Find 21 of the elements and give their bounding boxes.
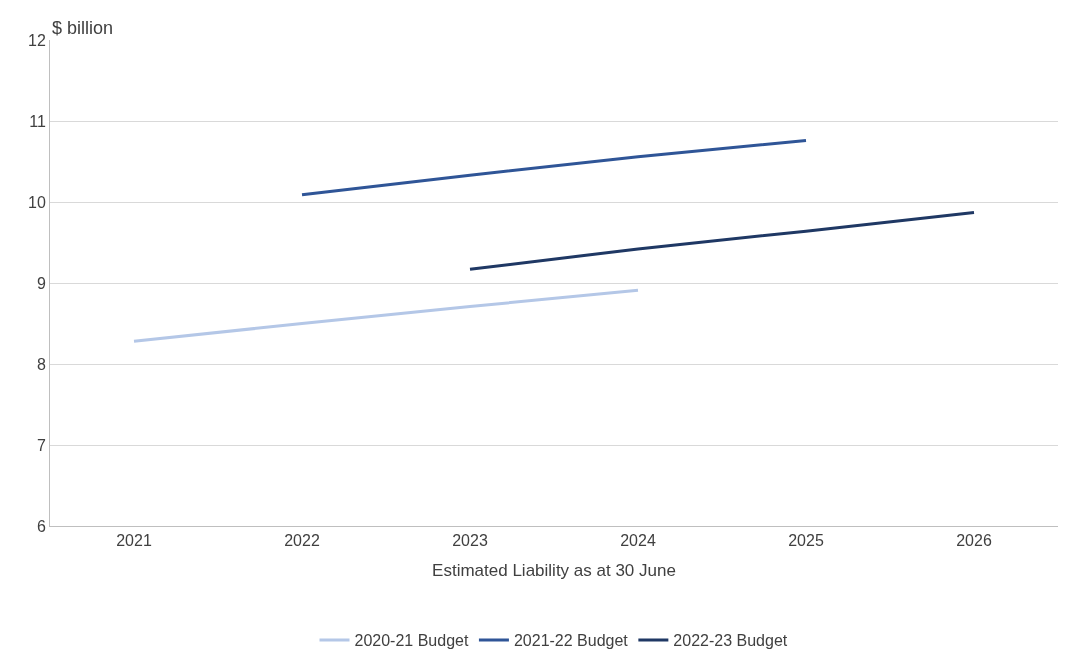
y-axis-title: $ billion: [52, 18, 114, 38]
legend-label: 2022-23 Budget: [673, 632, 788, 650]
x-tick-label: 2025: [788, 532, 824, 550]
line-series: [300, 138, 808, 197]
line-series: [468, 211, 976, 271]
line-series: [132, 288, 640, 343]
x-axis-title: Estimated Liability as at 30 June: [432, 560, 676, 580]
legend-label: 2020-21 Budget: [354, 632, 469, 650]
y-tick-label: 9: [36, 274, 46, 292]
x-tick-label: 2026: [956, 532, 992, 550]
x-tick-label: 2021: [116, 532, 152, 550]
y-tick-label: 10: [28, 193, 46, 211]
x-tick-label: 2023: [452, 532, 488, 550]
legend-label: 2021-22 Budget: [513, 632, 629, 650]
x-tick-label: 2024: [620, 532, 656, 550]
y-tick-label: 7: [36, 436, 46, 454]
y-tick-label: 6: [36, 517, 46, 535]
y-tick-label: 11: [29, 112, 46, 130]
y-tick-label: 12: [28, 31, 46, 49]
x-tick-label: 2022: [284, 532, 320, 550]
y-tick-label: 8: [36, 355, 46, 373]
